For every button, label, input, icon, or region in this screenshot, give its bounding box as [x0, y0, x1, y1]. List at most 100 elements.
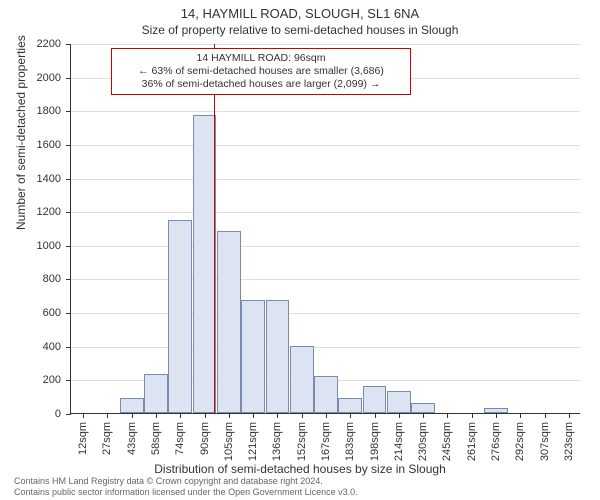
x-tick-mark	[205, 413, 206, 418]
x-tick-label: 152sqm	[296, 422, 308, 461]
y-tick-label: 400	[43, 341, 61, 353]
x-tick-mark	[399, 413, 400, 418]
histogram-bar	[387, 391, 411, 413]
x-tick-label: 245sqm	[441, 422, 453, 461]
reference-line	[214, 44, 215, 413]
page-title: 14, HAYMILL ROAD, SLOUGH, SL1 6NA	[0, 0, 600, 21]
histogram-bar	[241, 300, 265, 413]
histogram-bar	[314, 376, 338, 413]
x-tick-label: 198sqm	[369, 422, 381, 461]
x-tick-label: 261sqm	[466, 422, 478, 461]
page-subtitle: Size of property relative to semi-detach…	[0, 23, 600, 37]
x-tick-mark	[83, 413, 84, 418]
annotation-line: 36% of semi-detached houses are larger (…	[118, 78, 404, 91]
grid-line	[71, 145, 580, 146]
y-tick-mark	[66, 111, 71, 112]
y-tick-label: 0	[55, 408, 61, 420]
x-tick-label: 58sqm	[150, 422, 162, 455]
y-tick-label: 800	[43, 273, 61, 285]
y-tick-label: 600	[43, 307, 61, 319]
grid-line	[71, 212, 580, 213]
x-tick-label: 183sqm	[344, 422, 356, 461]
y-tick-label: 2000	[37, 72, 61, 84]
annotation-line: ← 63% of semi-detached houses are smalle…	[118, 65, 404, 78]
plot-container: 0200400600800100012001400160018002000220…	[70, 44, 580, 414]
grid-line	[71, 313, 580, 314]
x-tick-mark	[472, 413, 473, 418]
histogram-bar	[338, 398, 362, 413]
grid-line	[71, 179, 580, 180]
footnote-line: Contains HM Land Registry data © Crown c…	[14, 476, 358, 486]
y-tick-mark	[66, 44, 71, 45]
x-tick-label: 276sqm	[490, 422, 502, 461]
x-tick-mark	[132, 413, 133, 418]
annotation-box: 14 HAYMILL ROAD: 96sqm← 63% of semi-deta…	[111, 48, 411, 95]
x-tick-mark	[375, 413, 376, 418]
y-tick-mark	[66, 313, 71, 314]
x-tick-label: 307sqm	[539, 422, 551, 461]
y-tick-mark	[66, 179, 71, 180]
histogram-bar	[266, 300, 290, 413]
y-tick-mark	[66, 414, 71, 415]
histogram-bar	[168, 220, 192, 413]
grid-line	[71, 347, 580, 348]
x-tick-mark	[156, 413, 157, 418]
x-tick-mark	[326, 413, 327, 418]
x-tick-label: 27sqm	[101, 422, 113, 455]
x-tick-mark	[350, 413, 351, 418]
y-tick-label: 1400	[37, 173, 61, 185]
grid-line	[71, 111, 580, 112]
x-tick-mark	[520, 413, 521, 418]
footnote: Contains HM Land Registry data © Crown c…	[14, 476, 358, 497]
y-tick-label: 2200	[37, 38, 61, 50]
histogram-bar	[120, 398, 144, 413]
histogram-bar	[290, 346, 314, 413]
y-tick-mark	[66, 380, 71, 381]
y-tick-mark	[66, 78, 71, 79]
grid-line	[71, 279, 580, 280]
grid-line	[71, 246, 580, 247]
x-tick-label: 74sqm	[174, 422, 186, 455]
x-tick-label: 43sqm	[126, 422, 138, 455]
x-tick-label: 230sqm	[417, 422, 429, 461]
x-tick-mark	[569, 413, 570, 418]
x-tick-label: 105sqm	[223, 422, 235, 461]
y-axis-label: Number of semi-detached properties	[14, 35, 28, 230]
y-tick-label: 1000	[37, 240, 61, 252]
x-tick-mark	[253, 413, 254, 418]
x-tick-mark	[107, 413, 108, 418]
x-tick-label: 121sqm	[247, 422, 259, 461]
grid-line	[71, 44, 580, 45]
histogram-bar	[193, 115, 217, 413]
x-tick-mark	[302, 413, 303, 418]
x-tick-mark	[180, 413, 181, 418]
histogram-bar	[144, 374, 168, 413]
x-tick-mark	[447, 413, 448, 418]
x-tick-mark	[277, 413, 278, 418]
x-tick-mark	[496, 413, 497, 418]
y-tick-mark	[66, 246, 71, 247]
plot-area: 0200400600800100012001400160018002000220…	[70, 44, 580, 414]
annotation-line: 14 HAYMILL ROAD: 96sqm	[118, 52, 404, 65]
x-tick-label: 136sqm	[271, 422, 283, 461]
x-tick-label: 323sqm	[563, 422, 575, 461]
y-tick-label: 1200	[37, 206, 61, 218]
y-tick-mark	[66, 279, 71, 280]
y-tick-label: 200	[43, 374, 61, 386]
y-tick-mark	[66, 145, 71, 146]
page-root: 14, HAYMILL ROAD, SLOUGH, SL1 6NA Size o…	[0, 0, 600, 500]
y-tick-mark	[66, 347, 71, 348]
y-tick-label: 1800	[37, 105, 61, 117]
x-tick-label: 214sqm	[393, 422, 405, 461]
y-tick-label: 1600	[37, 139, 61, 151]
histogram-bar	[363, 386, 387, 413]
footnote-line: Contains public sector information licen…	[14, 487, 358, 497]
histogram-bar	[217, 231, 241, 413]
x-tick-label: 167sqm	[320, 422, 332, 461]
x-axis-label: Distribution of semi-detached houses by …	[0, 462, 600, 476]
x-tick-label: 292sqm	[514, 422, 526, 461]
x-tick-mark	[229, 413, 230, 418]
y-tick-mark	[66, 212, 71, 213]
x-tick-label: 12sqm	[77, 422, 89, 455]
histogram-bar	[411, 403, 435, 413]
